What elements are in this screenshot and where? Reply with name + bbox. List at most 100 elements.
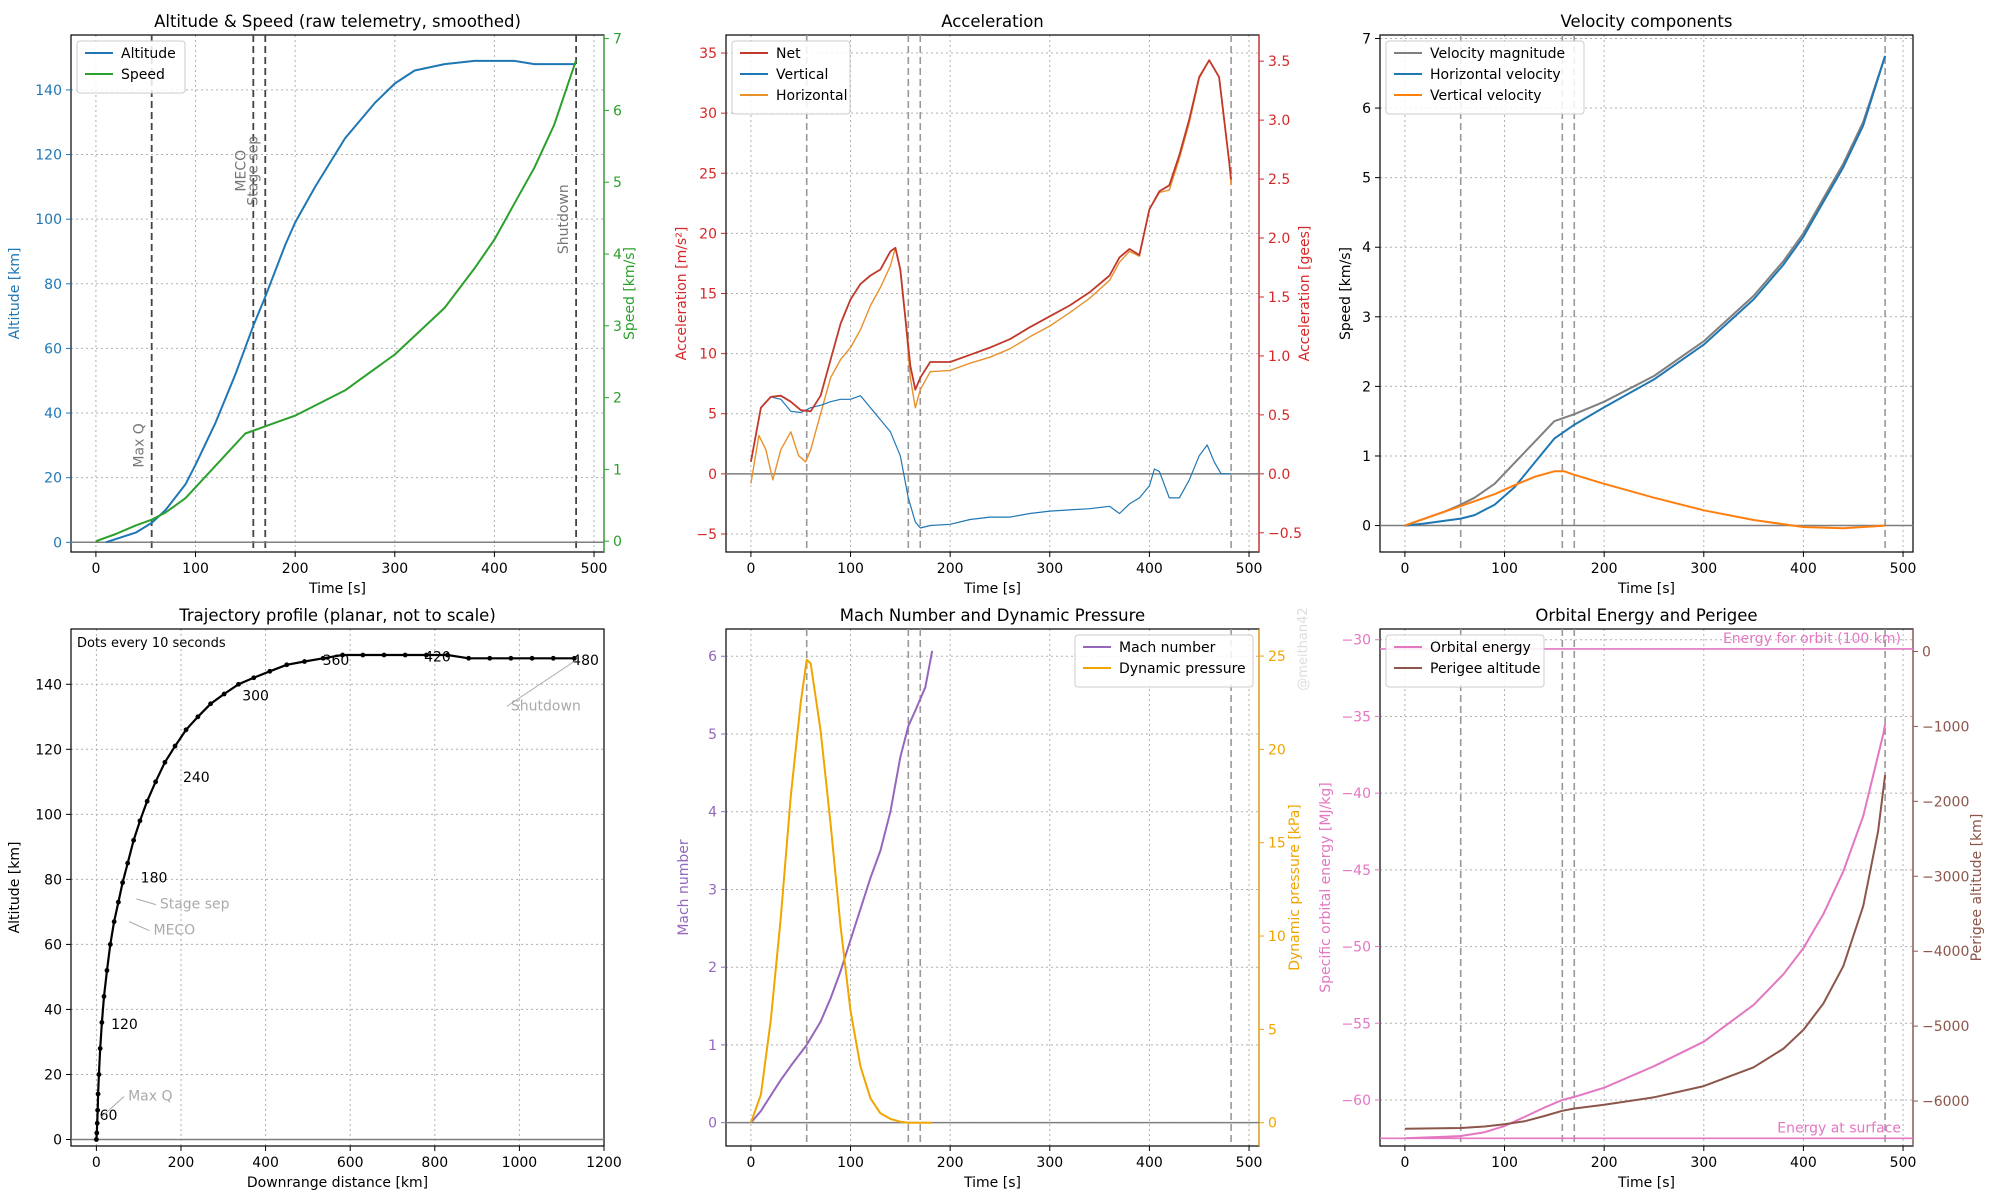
time-dot [423,652,429,658]
time-dot [125,860,131,866]
y-tick-label: −45 [1341,863,1371,879]
y-tick-label: 4 [1362,240,1371,256]
y2-tick-label: −3000 [1922,869,1969,885]
time-dot [104,968,110,973]
x-tick-label: 500 [1236,561,1263,577]
x-tick-label: 0 [746,561,755,577]
chart-title: Acceleration [941,12,1044,31]
y2-tick-label: 3.5 [1268,54,1290,70]
time-dot [221,691,227,697]
y-tick-label: 80 [44,872,62,888]
time-label: 60 [100,1108,118,1124]
chart-title: Mach Number and Dynamic Pressure [840,606,1145,625]
time-dot [381,652,387,658]
time-dot [571,655,577,661]
y2-tick-label: 1.0 [1268,349,1290,365]
legend-entry: Vertical velocity [1430,88,1542,104]
y-tick-label: −40 [1341,786,1371,802]
time-dot [183,727,189,733]
y-axis-label: Acceleration [m/s²] [674,227,690,361]
time-dot [94,1120,100,1126]
y-tick-label: 4 [708,805,717,821]
x-tick-label: 300 [1690,561,1717,577]
y-tick-label: 5 [708,727,717,743]
plot-frame [70,628,605,1147]
series-horizontal-velocity [1404,55,1887,527]
time-dot [95,1091,101,1097]
y-tick-label: 0 [1362,519,1371,535]
panel-acceleration: 0 100 200 300 400 500 −5 0 5 10 15 20 25 30 35 Accelera… [674,12,1313,597]
time-dot [340,652,345,658]
y2-tick-label: 1.5 [1268,290,1290,306]
x-axis-label: Time [s] [963,581,1021,597]
y-tick-label: 30 [699,106,717,122]
panel-trajectory: 0 200 400 600 800 1000 1200 0 20 40 60 80 100 120 140 T… [7,606,622,1191]
time-dot [529,655,535,661]
series-net [750,59,1232,462]
time-dot [172,743,178,749]
x-tick-label: 200 [937,561,964,577]
reference-label: Energy at surface [1777,1120,1901,1136]
event-label: Shutdown [556,184,572,254]
x-tick-label: 100 [182,561,209,577]
chart-title: Orbital Energy and Perigee [1535,606,1757,625]
chart-title: Velocity components [1561,12,1733,31]
time-dot [96,1072,102,1077]
y-tick-label: 120 [35,148,62,164]
x-tick-label: 200 [168,1155,195,1171]
x-tick-label: 500 [1236,1155,1263,1171]
time-dot [99,1020,105,1025]
x-tick-label: 600 [337,1155,364,1171]
y2-tick-label: 1 [613,462,622,478]
legend-entry: Mach number [1119,640,1216,656]
chart-title: Altitude & Speed (raw telemetry, smoothe… [154,12,521,31]
chart-title: Trajectory profile (planar, not to scale… [178,606,496,625]
time-dot [236,681,241,687]
y2-axis-label: Speed [km/s] [622,247,638,340]
y-tick-label: 2 [1362,379,1371,395]
y-tick-label: 25 [699,166,717,182]
time-dot [284,662,290,668]
time-dot [115,899,121,905]
y-tick-label: −55 [1341,1016,1371,1032]
series-orbital-energy [1404,723,1887,1140]
y-tick-label: 20 [699,226,717,242]
series-perigee [1404,774,1887,1130]
y2-tick-label: 4 [613,247,622,263]
time-dot [302,659,307,664]
time-label: 180 [141,871,168,887]
y2-tick-label: −5000 [1922,1019,1969,1035]
y-tick-label: 100 [35,807,62,823]
time-dot [550,655,556,661]
y-tick-label: 100 [35,212,62,228]
series-vertical-velocity [1404,470,1886,530]
time-dot [360,652,366,658]
x-tick-label: 1200 [586,1155,622,1171]
series-altitude [105,59,577,544]
y2-tick-label: −4000 [1922,944,1969,960]
y-tick-label: 6 [708,649,717,665]
y-tick-label: 7 [1362,31,1371,47]
x-axis-label: Time [s] [1617,581,1675,597]
plot-frame [1379,34,1914,553]
legend-box [1074,634,1254,688]
y-tick-label: 120 [35,742,62,758]
reference-label: Energy for orbit (100 km) [1723,631,1901,647]
y2-axis-label: Perigee altitude [km] [1969,814,1985,962]
series-horizontal [750,59,1232,484]
y2-tick-label: 25 [1268,649,1286,665]
x-tick-label: 400 [1136,561,1163,577]
y-tick-label: −35 [1341,709,1371,725]
y2-axis-label: Acceleration [gees] [1297,226,1313,362]
time-label: 300 [242,689,269,705]
time-dot [445,652,450,658]
series-mach [750,650,934,1124]
y2-axis-label: Dynamic pressure [kPa] [1287,804,1303,971]
y-tick-label: 20 [44,1067,62,1083]
time-label: 120 [111,1017,138,1033]
time-dot [153,779,159,785]
event-annotation: Shutdown [511,698,581,714]
time-label: 240 [183,770,210,786]
time-dot [466,655,472,661]
y-tick-label: 80 [44,277,62,293]
